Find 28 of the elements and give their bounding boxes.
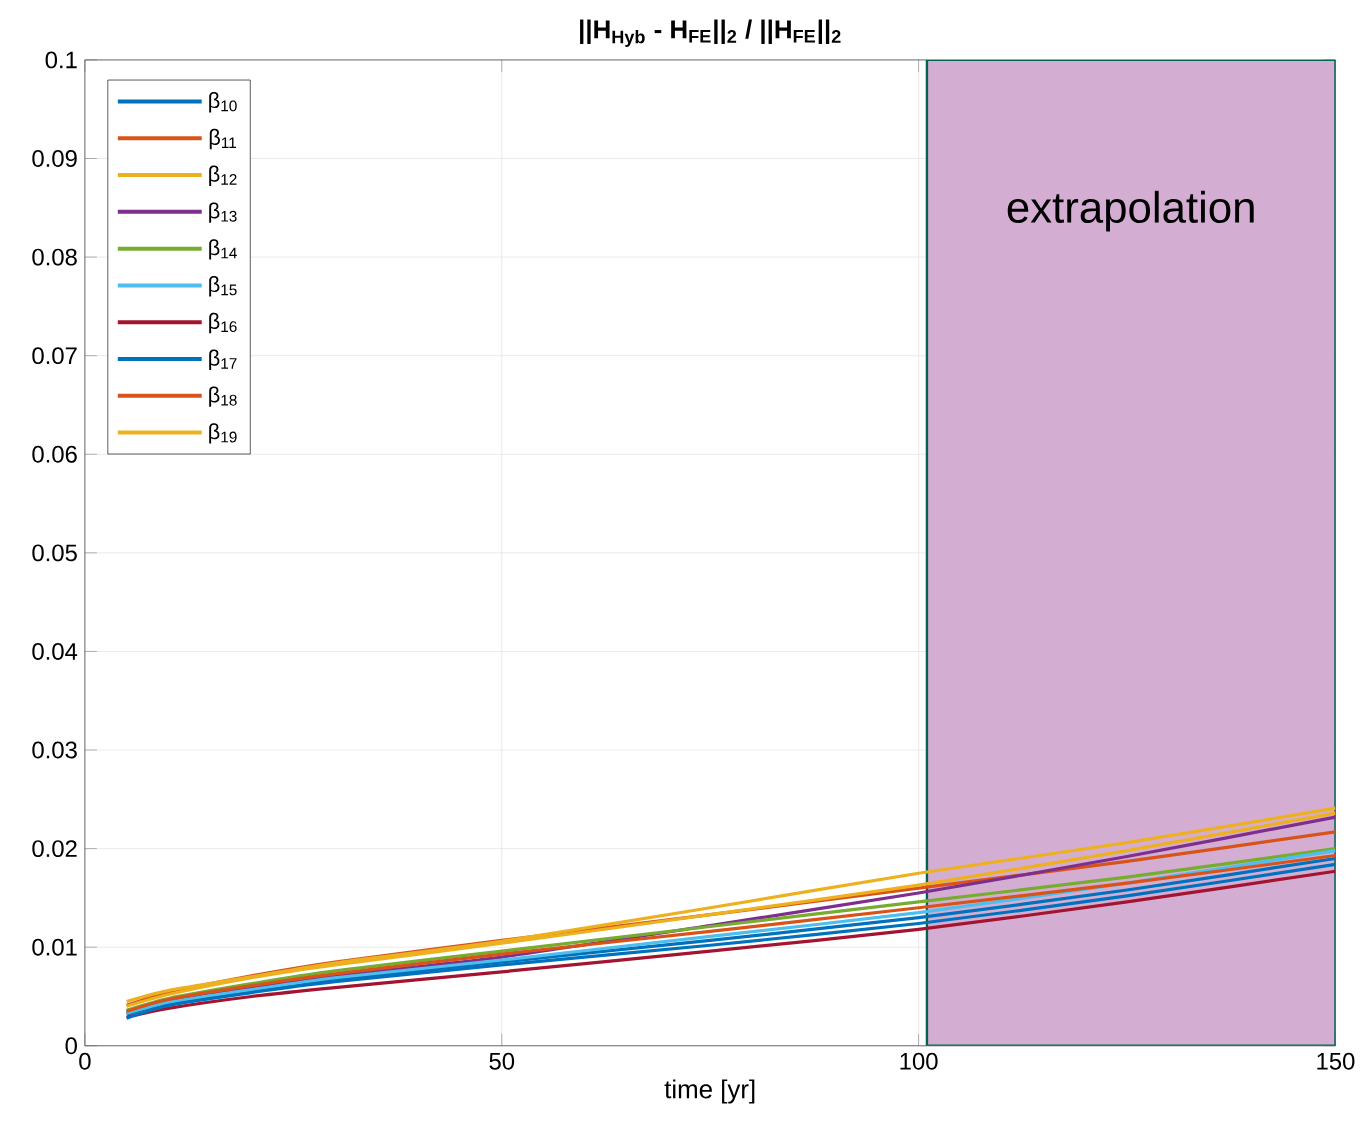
x-tick-label: 150	[1317, 1052, 1355, 1070]
y-tick-label: 0.09	[32, 150, 77, 168]
y-tick-label: 0.08	[32, 248, 77, 266]
x-tick-label: 0	[79, 1052, 91, 1070]
legend-label: β$_{15}$	[209, 276, 237, 297]
legend-label: β$_{13}$	[209, 202, 237, 223]
legend-label: β$_{16}$	[209, 312, 237, 334]
y-tick-label: 0.1	[45, 51, 77, 69]
legend-label: β$_{14}$	[209, 239, 237, 260]
x-tick-label: 50	[489, 1052, 515, 1070]
y-tick-label: 0.03	[32, 741, 77, 759]
band-label: extrapolation	[1007, 190, 1254, 232]
y-tick-label: 0.01	[32, 938, 77, 956]
y-tick-label: 0.07	[32, 347, 77, 365]
y-tick-label: 0	[65, 1037, 77, 1055]
y-tick-label: 0.04	[32, 643, 78, 661]
legend-label: β$_{10}$	[209, 92, 237, 113]
y-tick-label: 0.06	[32, 445, 77, 463]
y-tick-label: 0.05	[32, 544, 77, 562]
legend-label: β$_{18}$	[209, 386, 237, 407]
legend-label: β$_{12}$	[209, 165, 237, 187]
y-tick-label: 0.02	[32, 840, 77, 858]
legend-label: β$_{11}$	[209, 128, 237, 150]
x-axis-title: time [yr]	[664, 1079, 755, 1104]
legend-label: β$_{17}$	[209, 349, 237, 371]
legend-label: β$_{19}$	[209, 423, 237, 444]
chart-title: ||H$_{Hyb}$ - H$_{FE}$||$_{2}$ / ||H$_{FE}$||$_{2}$	[580, 19, 841, 48]
x-tick-label: 100	[900, 1052, 938, 1070]
